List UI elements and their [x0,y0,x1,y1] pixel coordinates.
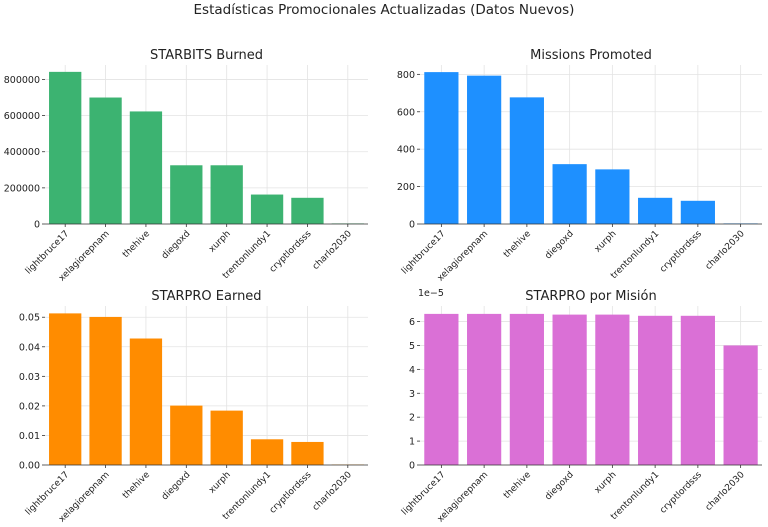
chart-title: STARPRO Earned [151,289,261,304]
bar-lightbruce17 [424,72,459,224]
y-tick-label: 0.00 [19,461,40,472]
x-tick-label: diegoxd [160,470,192,502]
y-tick-label: 2 [409,413,415,424]
bar-trentonlundy1 [638,197,673,224]
bar-trentonlundy1 [250,194,284,224]
y-tick-label: 0.02 [19,401,40,412]
bar-xurph [210,410,243,465]
bar-thehive [509,313,544,465]
x-tick-label: charlo2030 [311,229,354,272]
y-tick-label: 0.01 [19,431,40,442]
y-tick-label: 800000 [4,75,40,86]
y-tick-label: 600000 [4,111,40,122]
y-tick-label: 0.04 [19,342,40,353]
y-tick-label: 1 [409,437,415,448]
x-tick-label: xurph [593,229,619,255]
x-tick-label: charlo2030 [311,470,354,513]
x-tick-label: thehive [121,229,152,260]
bar-diegoxd [552,314,587,465]
bar-xelagiorepnam [467,75,502,224]
y-tick-label: 0.03 [19,372,40,383]
bar-cryptlordsss [291,441,324,465]
bar-diegoxd [552,164,587,224]
bar-xurph [595,169,630,224]
bar-cryptlordsss [680,315,715,465]
y-tick-label: 800 [397,70,415,81]
x-tick-label: xurph [593,470,619,496]
y-tick-label: 0 [409,220,415,231]
x-tick-label: lightbruce17 [400,229,447,276]
bar-xelagiorepnam [89,316,122,465]
y-tick-label: 600 [397,107,415,118]
bar-diegoxd [170,165,203,224]
bar-charlo2030 [723,345,758,465]
y-offset-label: 1e−5 [418,288,444,299]
y-tick-label: 0 [34,220,40,231]
x-tick-label: thehive [121,470,152,501]
bar-trentonlundy1 [638,315,673,465]
x-tick-label: cryptlordsss [268,229,314,275]
x-tick-label: xurph [207,470,233,496]
y-tick-label: 200 [397,182,415,193]
bar-cryptlordsss [680,200,715,224]
figure-suptitle: Estadísticas Promocionales Actualizadas … [193,2,575,18]
chart-panel-1: 0200000400000600000800000lightbruce17xel… [4,48,368,284]
bar-thehive [509,97,544,224]
bar-diegoxd [170,405,203,465]
x-tick-label: charlo2030 [704,470,747,513]
bar-cryptlordsss [291,197,324,224]
y-tick-label: 0 [409,461,415,472]
x-tick-label: diegoxd [160,229,192,261]
bar-xurph [210,165,243,224]
y-tick-label: 6 [409,317,415,328]
x-tick-label: lightbruce17 [400,470,447,517]
x-tick-label: cryptlordsss [268,470,314,516]
bar-trentonlundy1 [250,439,284,465]
chart-title: Missions Promoted [530,48,652,63]
y-tick-label: 200000 [4,183,40,194]
bar-xurph [595,314,630,465]
x-tick-label: diegoxd [543,470,575,502]
bar-lightbruce17 [424,313,459,465]
bar-thehive [129,338,163,465]
y-tick-label: 0.05 [19,313,40,324]
chart-title: STARPRO por Misión [525,289,656,304]
bar-xelagiorepnam [89,97,122,224]
bar-thehive [129,111,163,224]
x-tick-label: thehive [502,470,533,501]
x-tick-label: charlo2030 [704,229,747,272]
bar-xelagiorepnam [467,313,502,465]
y-tick-label: 5 [409,341,415,352]
x-tick-label: thehive [502,229,533,260]
y-tick-label: 400000 [4,147,40,158]
y-tick-label: 400 [397,145,415,156]
x-tick-label: diegoxd [543,229,575,261]
y-tick-label: 3 [409,389,415,400]
y-tick-label: 4 [409,365,415,376]
bar-lightbruce17 [49,71,82,224]
x-tick-label: xurph [207,229,233,255]
chart-panel-3: 0.000.010.020.030.040.05lightbruce17xela… [19,289,368,525]
x-tick-label: cryptlordsss [658,470,704,516]
chart-title: STARBITS Burned [150,48,263,63]
x-tick-label: cryptlordsss [658,229,704,275]
bar-lightbruce17 [49,313,82,465]
